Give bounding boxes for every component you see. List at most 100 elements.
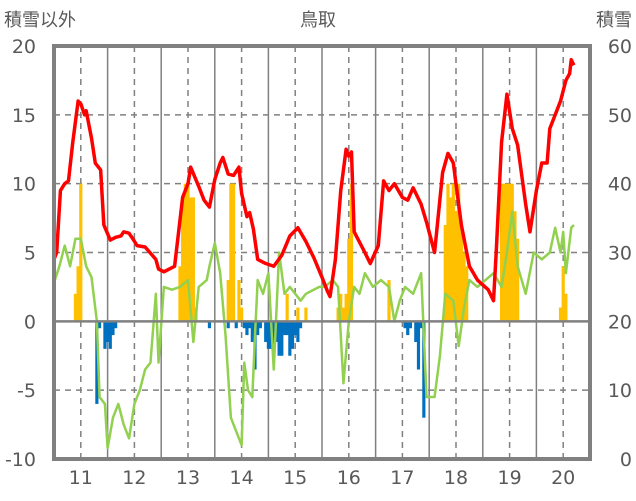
negative-bar bbox=[296, 321, 300, 342]
positive-bar bbox=[191, 197, 195, 322]
positive-bar bbox=[508, 183, 512, 322]
gridlines bbox=[54, 46, 590, 459]
negative-bar bbox=[272, 321, 276, 349]
negative-bar bbox=[416, 321, 421, 370]
negative-bar bbox=[103, 321, 107, 349]
negative-bar bbox=[114, 321, 118, 329]
positive-bar bbox=[181, 197, 185, 322]
left-axis-title: 積雪以外 bbox=[4, 10, 76, 31]
positive-bar bbox=[189, 197, 193, 322]
y-tick-label: -5 bbox=[17, 380, 36, 402]
negative-bar bbox=[266, 321, 270, 349]
negative-bar bbox=[108, 321, 112, 349]
negative-bar bbox=[280, 321, 284, 356]
negative-bar bbox=[277, 321, 281, 356]
positive-bar bbox=[240, 307, 244, 322]
negative-bar bbox=[250, 321, 254, 342]
y-tick-label: 15 bbox=[12, 105, 36, 127]
y-tick-label: 10 bbox=[12, 174, 36, 196]
positive-bar bbox=[73, 293, 78, 322]
negative-bar bbox=[293, 321, 297, 336]
positive-bar bbox=[499, 183, 504, 322]
positive-bar bbox=[558, 307, 563, 322]
positive-bar bbox=[229, 183, 233, 322]
positive-bar bbox=[457, 183, 461, 322]
negative-bar bbox=[419, 321, 423, 329]
positive-bar bbox=[339, 293, 343, 322]
negative-bar bbox=[414, 321, 418, 342]
positive-bar bbox=[443, 224, 447, 322]
positive-bar bbox=[79, 183, 83, 322]
positive-bar bbox=[347, 238, 351, 322]
positive-bar bbox=[186, 183, 190, 322]
positive-bar bbox=[344, 293, 348, 322]
y2-tick-label: 50 bbox=[608, 105, 632, 127]
red-series-line bbox=[52, 58, 576, 303]
positive-bar bbox=[237, 280, 241, 322]
x-tick-label: 13 bbox=[176, 467, 200, 489]
positive-bar bbox=[285, 293, 289, 322]
y2-tick-label: 20 bbox=[608, 311, 632, 333]
negative-bar bbox=[111, 321, 115, 336]
x-tick-label: 18 bbox=[444, 467, 468, 489]
y2-tick-label: 30 bbox=[608, 243, 632, 265]
positive-bar bbox=[296, 307, 300, 322]
positive-bar bbox=[449, 197, 453, 322]
positive-bar bbox=[178, 266, 182, 322]
positive-bar bbox=[336, 307, 340, 322]
negative-bar bbox=[403, 321, 407, 329]
positive-bar bbox=[349, 183, 354, 322]
positive-bar bbox=[341, 307, 346, 322]
green-series-line bbox=[52, 209, 575, 450]
positive-bar bbox=[451, 183, 455, 322]
negative-bar bbox=[245, 321, 249, 336]
x-tick-label: 16 bbox=[337, 467, 361, 489]
x-tick-label: 14 bbox=[230, 467, 254, 489]
negative-bar bbox=[234, 321, 238, 329]
positive-bar bbox=[462, 252, 466, 322]
positive-bar bbox=[387, 280, 391, 322]
y-tick-label: -10 bbox=[5, 449, 36, 471]
positive-bar bbox=[510, 183, 514, 322]
axes: 11 12 13 14 15 16 17 18 19 20 20 60 15 50 10 40 5 30 0 20 -5… bbox=[5, 36, 632, 489]
y-tick-label: 5 bbox=[24, 243, 36, 265]
negative-bar bbox=[406, 321, 410, 336]
y2-tick-label: 10 bbox=[608, 380, 632, 402]
x-tick-label: 17 bbox=[390, 467, 414, 489]
positive-bar bbox=[564, 293, 568, 322]
negative-bar bbox=[282, 321, 287, 336]
negative-bar bbox=[408, 321, 413, 329]
x-tick-label: 20 bbox=[551, 467, 575, 489]
plot-frame bbox=[52, 44, 592, 461]
y-tick-label: 20 bbox=[12, 36, 36, 58]
negative-bar bbox=[226, 321, 230, 329]
positive-bar bbox=[76, 266, 80, 322]
y2-tick-label: 0 bbox=[620, 449, 632, 471]
negative-bar bbox=[264, 321, 268, 342]
negative-bar bbox=[285, 321, 289, 336]
positive-bar bbox=[231, 183, 236, 322]
positive-bar bbox=[516, 238, 520, 322]
x-tick-label: 15 bbox=[283, 467, 307, 489]
y2-tick-label: 60 bbox=[608, 36, 632, 58]
negative-bar bbox=[95, 321, 99, 404]
positive-bar bbox=[454, 211, 458, 322]
y-tick-label: 0 bbox=[24, 311, 36, 333]
negative-bar bbox=[298, 321, 303, 329]
lines bbox=[52, 58, 576, 461]
positive-bar bbox=[446, 183, 450, 322]
negative-bar bbox=[256, 321, 260, 336]
negative-bar bbox=[242, 321, 246, 329]
negative-bar bbox=[290, 321, 295, 349]
positive-bar bbox=[513, 211, 517, 322]
negative-bar bbox=[106, 321, 110, 342]
x-tick-label: 19 bbox=[498, 467, 522, 489]
negative-bar bbox=[97, 321, 102, 329]
positive-bar bbox=[183, 183, 187, 322]
positive-bar bbox=[459, 224, 463, 322]
x-tick-label: 11 bbox=[69, 467, 93, 489]
negative-bar bbox=[422, 321, 426, 418]
positive-bar bbox=[502, 183, 506, 322]
negative-bar bbox=[288, 321, 292, 356]
